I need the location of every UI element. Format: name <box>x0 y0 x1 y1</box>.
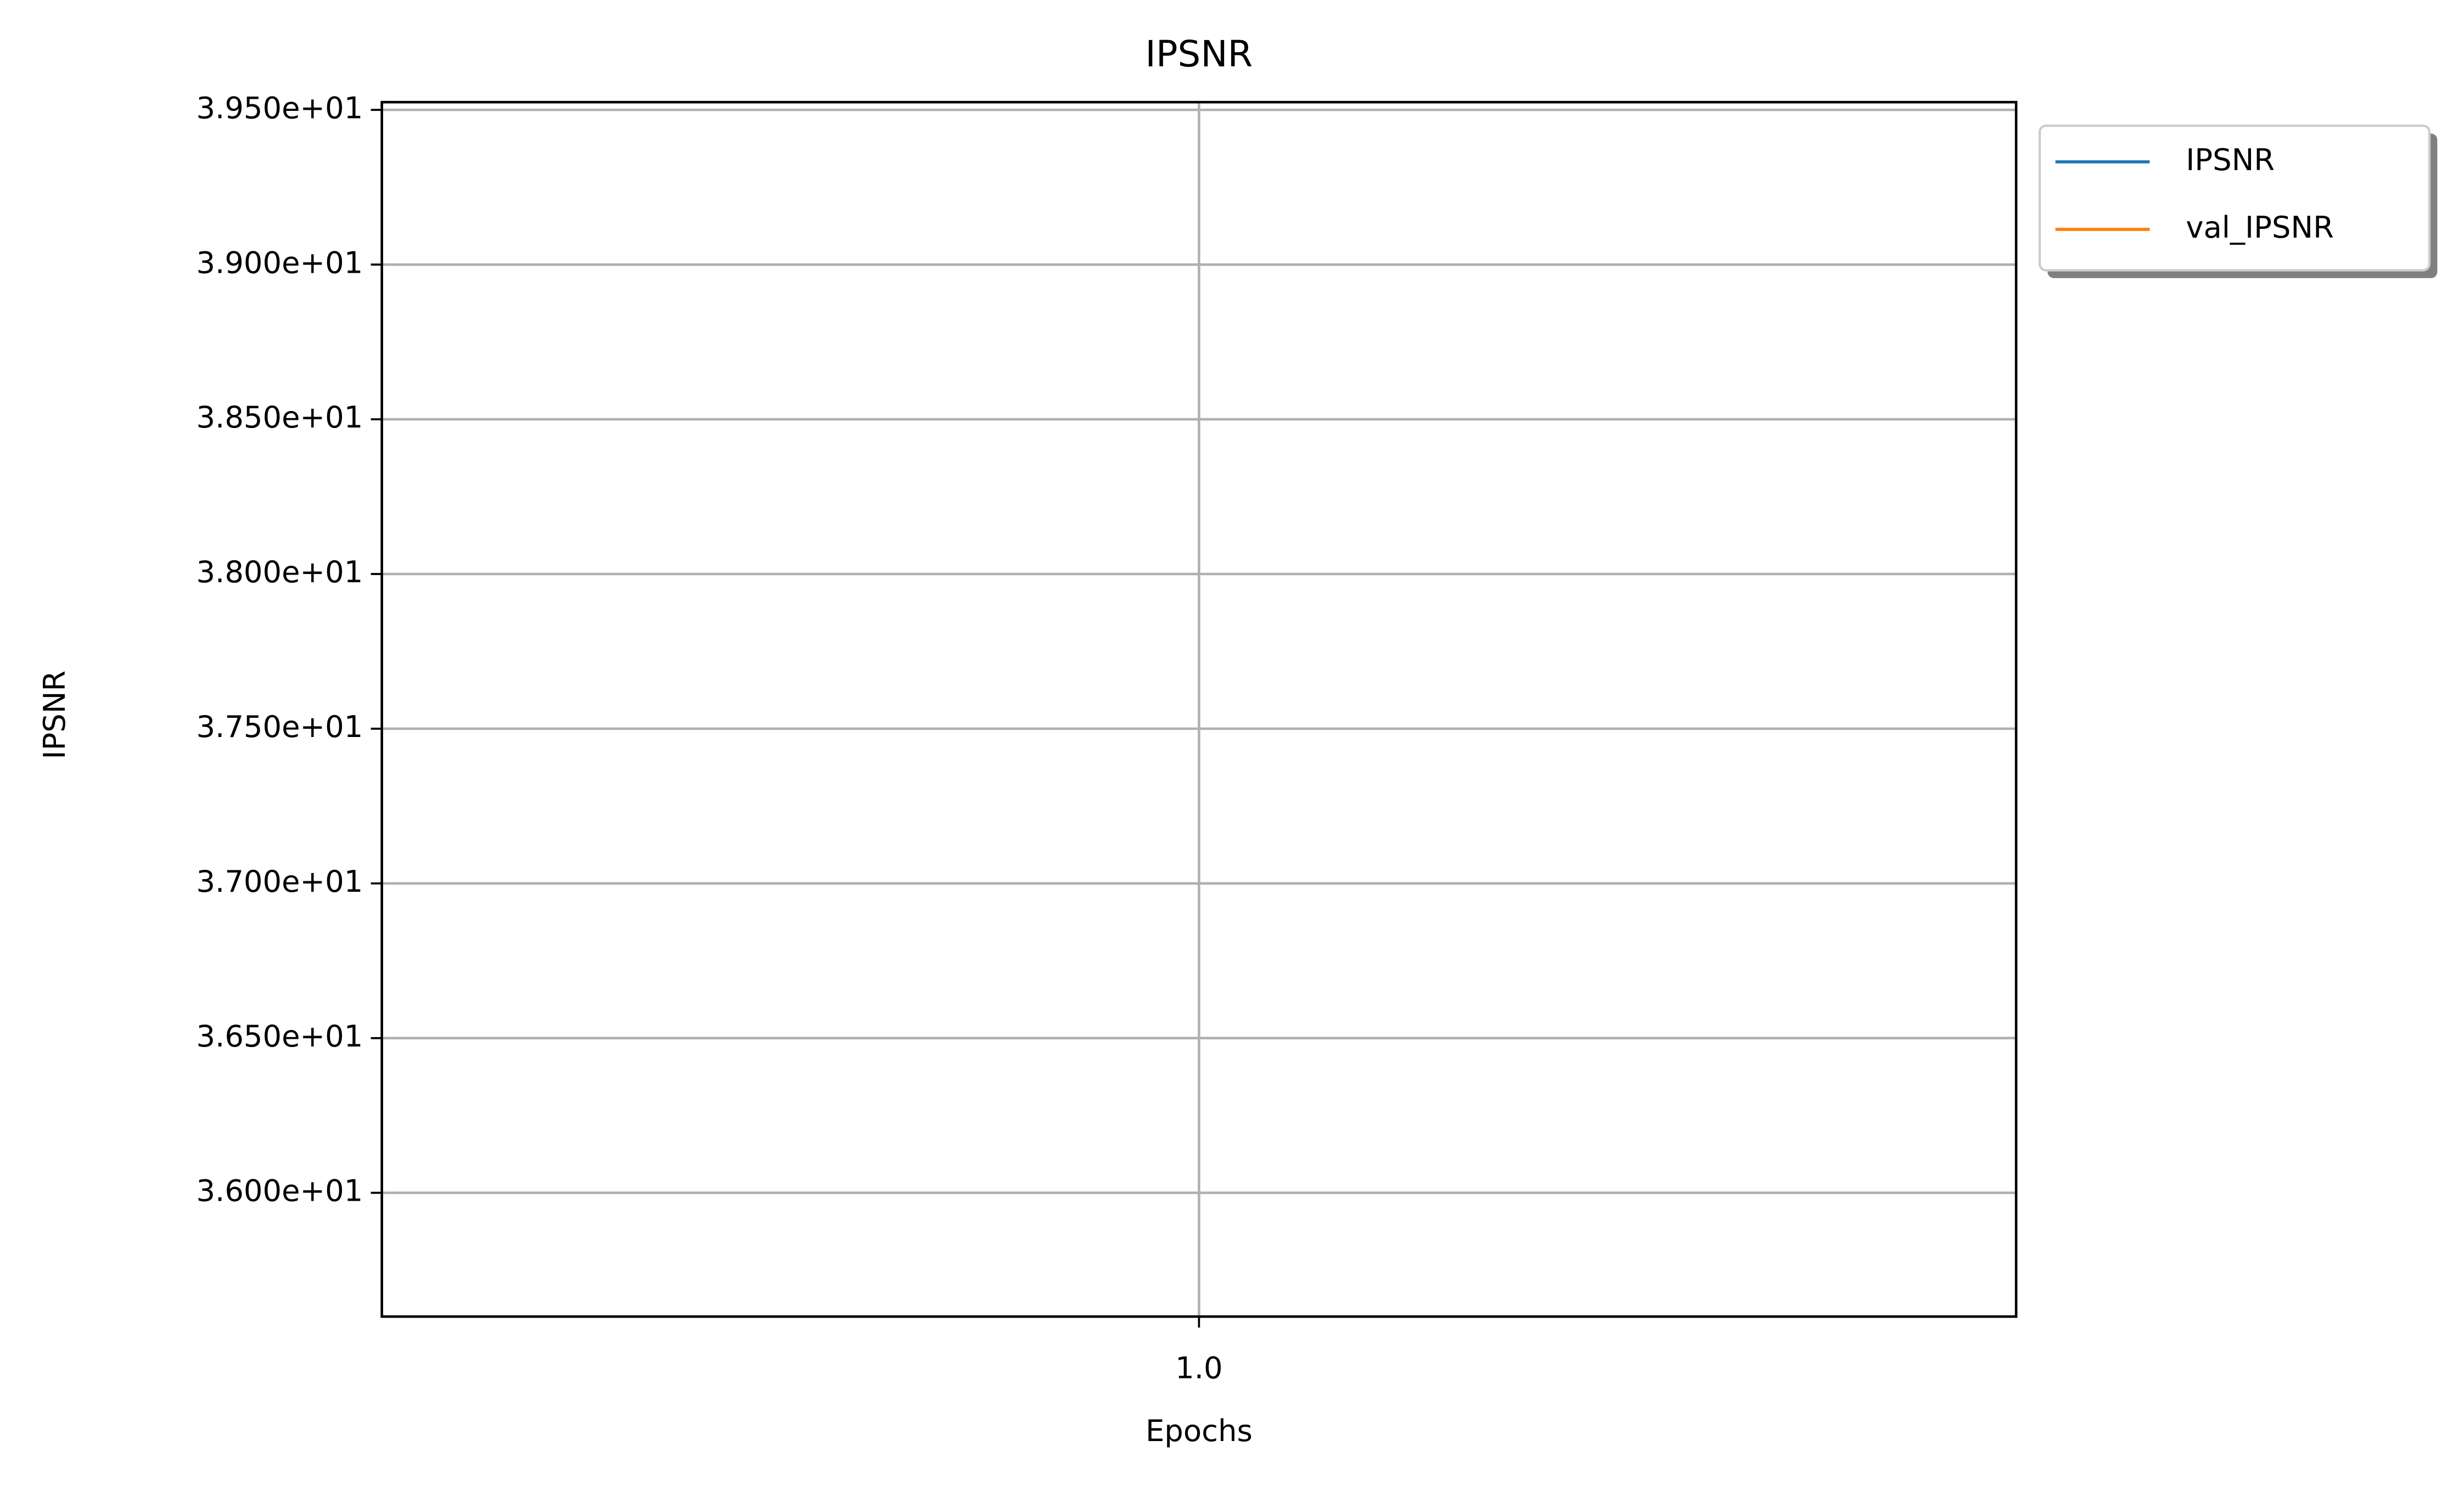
legend-label: val_IPSNR <box>2186 210 2334 245</box>
legend-label: IPSNR <box>2186 143 2275 177</box>
x-tick-label: 1.0 <box>1175 1351 1222 1386</box>
y-tick-label: 3.700e+01 <box>196 864 363 899</box>
y-tick-label: 3.950e+01 <box>196 91 363 125</box>
y-tick-label: 3.900e+01 <box>196 245 363 280</box>
x-axis-label: Epochs <box>1146 1414 1253 1448</box>
y-axis-label: IPSNR <box>37 671 72 759</box>
y-tick-label: 3.750e+01 <box>196 710 363 744</box>
y-tick-label: 3.800e+01 <box>196 555 363 589</box>
y-tick-label: 3.600e+01 <box>196 1174 363 1208</box>
chart-title: IPSNR <box>1145 33 1253 75</box>
y-tick-label: 3.650e+01 <box>196 1019 363 1054</box>
plot-frame <box>380 100 2018 1318</box>
y-tick-label: 3.850e+01 <box>196 400 363 435</box>
